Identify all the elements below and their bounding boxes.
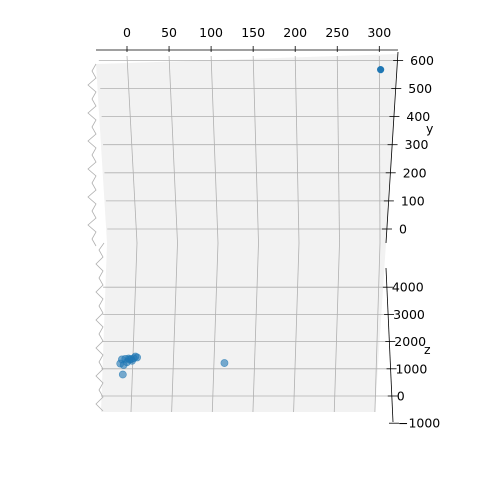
x-grid-line bbox=[293, 242, 300, 413]
pane-edge bbox=[95, 242, 105, 412]
x-axis-ticks: 0 50 100 150 200 250 300 bbox=[123, 25, 391, 52]
y-tick-label: 600 bbox=[410, 53, 434, 68]
bottom-panel-pane bbox=[101, 243, 386, 412]
x-grid-line bbox=[211, 242, 219, 413]
scatter-point bbox=[125, 355, 134, 364]
x-tick-label: 250 bbox=[325, 25, 349, 40]
z-tick-label: 4000 bbox=[392, 280, 424, 295]
z-tick-label: 2000 bbox=[394, 334, 426, 349]
x-grid-line bbox=[336, 55, 340, 244]
scatter-point bbox=[118, 370, 127, 379]
y-tick-label: 500 bbox=[408, 81, 432, 96]
x-grid-line bbox=[333, 242, 340, 413]
x-grid-line bbox=[126, 55, 138, 244]
y-tick-label: 100 bbox=[401, 193, 425, 208]
x-tick-label: 300 bbox=[367, 25, 391, 40]
y-axis-label: y bbox=[426, 121, 434, 136]
x-grid-line bbox=[130, 242, 138, 413]
top-panel-grid bbox=[87, 55, 398, 247]
y-tick-label: 0 bbox=[399, 222, 407, 237]
y-axis-ticks: 600 500 400 300 200 100 0 bbox=[382, 53, 434, 237]
x-tick-label: 200 bbox=[283, 25, 307, 40]
x-grid-line bbox=[378, 55, 381, 244]
bottom-panel: 4000 3000 2000 1000 0 −1000 z bbox=[95, 242, 440, 431]
z-tick-label: 1000 bbox=[396, 361, 428, 376]
x-grid-line bbox=[168, 55, 178, 244]
scatter-point bbox=[119, 361, 128, 369]
pane-edge bbox=[87, 63, 97, 247]
top-y-axis-line bbox=[385, 51, 399, 244]
top-panel: 0 50 100 150 200 250 300 600 500 400 300 200 100 0 y bbox=[87, 25, 434, 247]
x-tick-label: 50 bbox=[161, 25, 177, 40]
scatter-point bbox=[220, 359, 229, 367]
z-axis-ticks: 4000 3000 2000 1000 0 −1000 bbox=[382, 280, 440, 431]
z-tick-label: 3000 bbox=[393, 307, 425, 322]
x-grid-line bbox=[294, 55, 300, 244]
z-tick-label: −1000 bbox=[398, 416, 440, 431]
y-tick-label: 300 bbox=[405, 137, 429, 152]
bottom-panel-grid bbox=[95, 242, 392, 413]
x-tick-label: 150 bbox=[241, 25, 265, 40]
x-grid-line bbox=[374, 242, 381, 413]
scatter-point bbox=[377, 66, 385, 74]
x-grid-line bbox=[252, 55, 259, 244]
x-grid-line bbox=[171, 242, 178, 413]
x-tick-label: 0 bbox=[123, 25, 131, 40]
x-grid-line bbox=[210, 55, 219, 244]
top-panel-pane bbox=[96, 54, 398, 243]
x-tick-label: 100 bbox=[199, 25, 223, 40]
z-tick-label: 0 bbox=[397, 389, 405, 404]
y-tick-label: 400 bbox=[406, 109, 430, 124]
z-axis-label: z bbox=[424, 342, 431, 357]
x-grid-line bbox=[252, 242, 259, 413]
scatter-points bbox=[116, 66, 385, 379]
y-tick-label: 200 bbox=[403, 165, 427, 180]
